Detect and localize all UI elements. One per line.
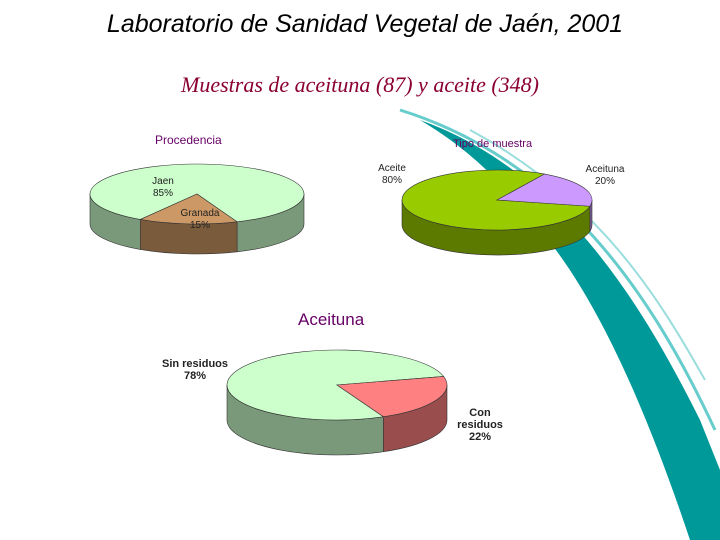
category-label: Sin residuos: [161, 358, 229, 370]
value-label: 20%: [594, 176, 615, 187]
pie-slice: [226, 349, 445, 421]
slice-label: Aceite 80%: [362, 163, 422, 187]
slice-label: Con residuos 22%: [445, 407, 515, 443]
pie-slice: [401, 169, 591, 231]
chart-title: Tipo de muestra: [453, 138, 533, 150]
category-label: Con residuos: [457, 407, 503, 431]
pie-slice: [495, 173, 593, 207]
value-label: 22%: [468, 431, 492, 443]
pie-slice: [89, 163, 305, 223]
category-label: Aceituna: [585, 164, 625, 175]
category-label: Granada: [180, 208, 220, 219]
value-label: 78%: [183, 370, 207, 382]
chart-title: Aceituna: [298, 310, 365, 329]
slice-label: Aceituna 20%: [575, 164, 635, 188]
value-label: 15%: [189, 220, 210, 231]
decoration-line: [469, 129, 706, 381]
slice-label: Sin residuos 78%: [160, 358, 230, 382]
value-label: 80%: [381, 175, 402, 186]
pie-slice: [139, 193, 238, 225]
decoration-line: [399, 108, 717, 431]
slice-label: Jaen 85%: [133, 176, 193, 200]
slide-subtitle: Muestras de aceituna (87) y aceite (348): [181, 72, 539, 97]
chart-title: Procedencia: [155, 133, 222, 147]
category-label: Aceite: [378, 163, 406, 174]
slice-label: Granada 15%: [170, 208, 230, 232]
category-label: Jaen: [152, 176, 174, 187]
decoration-band: [420, 120, 720, 540]
pie-slice: [336, 376, 448, 418]
value-label: 85%: [152, 188, 173, 199]
slide-title: Laboratorio de Sanidad Vegetal de Jaén, …: [106, 10, 624, 38]
